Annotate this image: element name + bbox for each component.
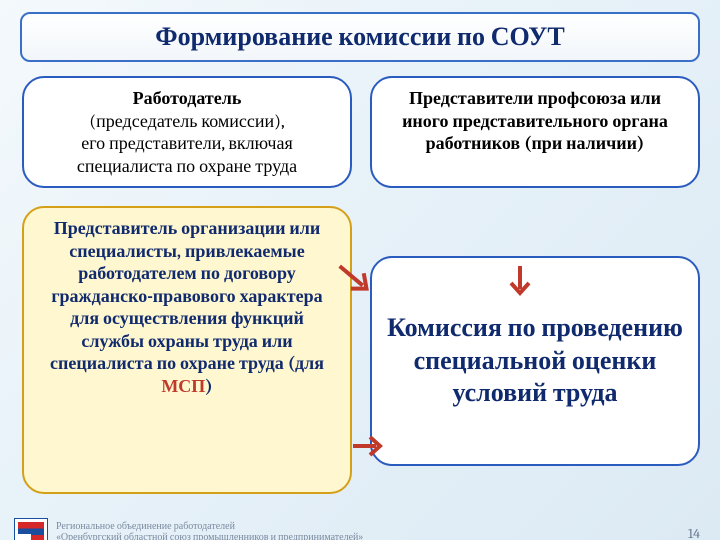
box-contractor-suffix: ) [205,376,212,397]
box-employer-line1: Работодатель [38,88,336,111]
box-contractor-msp: МСП [161,376,205,397]
page-number: 14 [688,525,700,540]
box-employer-line2: (председатель комиссии), [38,111,336,134]
diagram-area: Работодатель (председатель комиссии), ег… [0,76,720,496]
footer: Региональное объединение работодателей «… [14,518,363,540]
box-commission-text: Комиссия по проведению специальной оценк… [386,312,684,410]
box-employer-line3: его представители, включая специалиста п… [38,133,336,178]
box-contractor: Представитель организации или специалист… [22,206,352,494]
box-employer: Работодатель (председатель комиссии), ег… [22,76,352,188]
footer-line2: «Оренбургский областной союз промышленни… [56,532,363,540]
org-logo-icon [14,518,48,540]
box-contractor-prefix: Представитель организации или специалист… [50,218,324,374]
footer-text: Региональное объединение работодателей «… [56,521,363,540]
box-union: Представители профсоюза или иного предст… [370,76,700,188]
arrow-union-to-commission [495,261,545,301]
arrow-contractor-to-commission [350,426,390,466]
slide-title: Формирование комиссии по СОУТ [20,12,700,62]
